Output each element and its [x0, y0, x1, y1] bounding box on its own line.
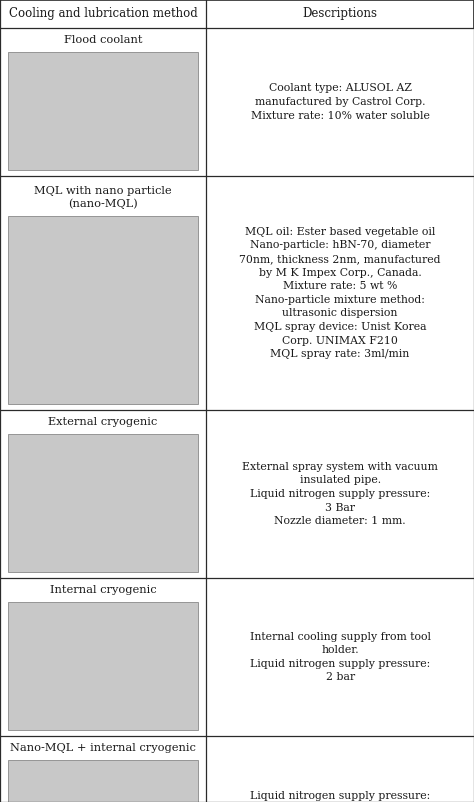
Text: Coolant type: ALUSOL AZ
manufactured by Castrol Corp.
Mixture rate: 10% water so: Coolant type: ALUSOL AZ manufactured by … — [251, 83, 429, 120]
Bar — [0, 410, 474, 578]
Bar — [0, 578, 474, 736]
Text: MQL oil: Ester based vegetable oil
Nano-particle: hBN-70, diameter
70nm, thickne: MQL oil: Ester based vegetable oil Nano-… — [239, 227, 441, 359]
Bar — [8, 216, 198, 404]
Bar — [8, 760, 198, 802]
Bar — [8, 602, 198, 730]
Text: Internal cooling supply from tool
holder.
Liquid nitrogen supply pressure:
2 bar: Internal cooling supply from tool holder… — [250, 632, 430, 683]
Text: Internal cryogenic: Internal cryogenic — [50, 585, 156, 595]
Bar — [0, 176, 474, 410]
Text: Liquid nitrogen supply pressure:
2 bar
MQL spray rate: 3ml/min: Liquid nitrogen supply pressure: 2 bar M… — [250, 792, 430, 802]
Text: Descriptions: Descriptions — [302, 7, 378, 21]
Text: Nano-MQL + internal cryogenic: Nano-MQL + internal cryogenic — [10, 743, 196, 753]
Text: External spray system with vacuum
insulated pipe.
Liquid nitrogen supply pressur: External spray system with vacuum insula… — [242, 462, 438, 526]
Bar — [8, 434, 198, 572]
Bar — [8, 52, 198, 170]
Text: Flood coolant: Flood coolant — [64, 35, 142, 45]
Text: Cooling and lubrication method: Cooling and lubrication method — [9, 7, 198, 21]
Text: External cryogenic: External cryogenic — [48, 417, 158, 427]
Text: MQL with nano particle
(nano-MQL): MQL with nano particle (nano-MQL) — [34, 186, 172, 209]
Bar — [0, 736, 474, 802]
Bar — [0, 28, 474, 176]
